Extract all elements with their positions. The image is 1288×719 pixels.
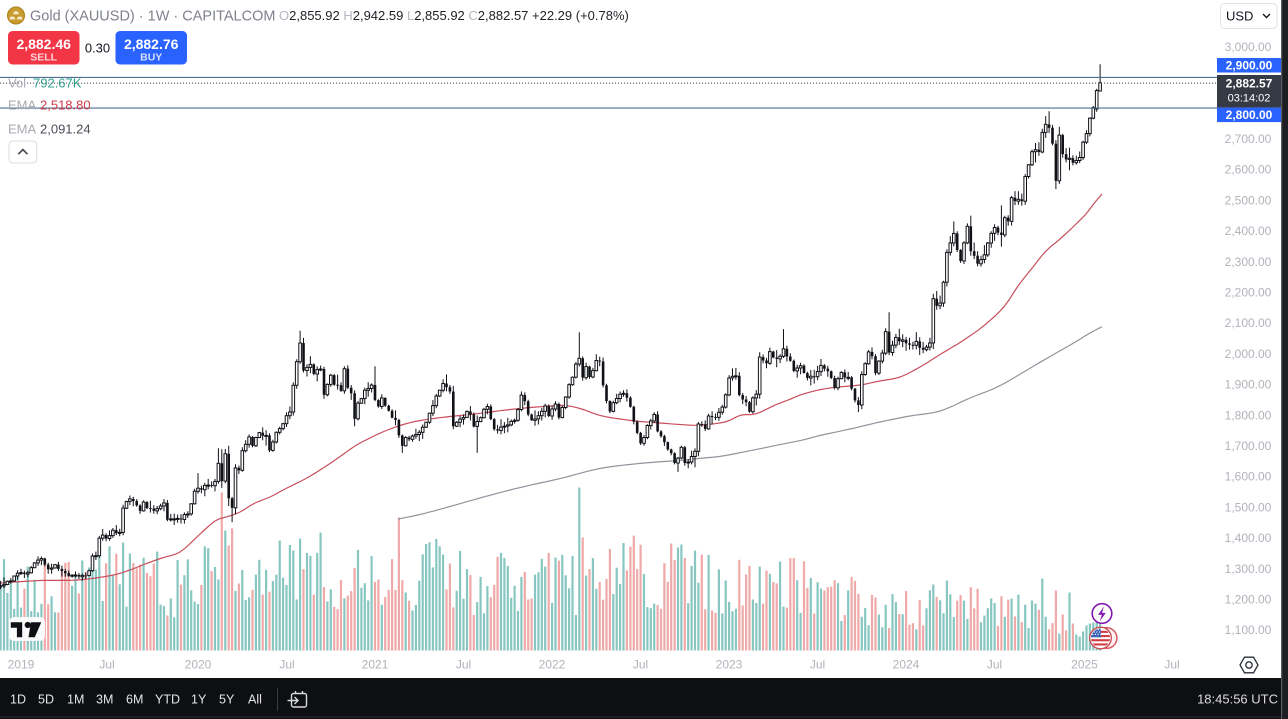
svg-text:2,800.00: 2,800.00 <box>1226 108 1273 122</box>
svg-text:2,500.00: 2,500.00 <box>1225 193 1272 207</box>
svg-text:2,700.00: 2,700.00 <box>1225 132 1272 146</box>
svg-text:2,100.00: 2,100.00 <box>1225 316 1272 330</box>
svg-text:SELL: SELL <box>30 52 57 64</box>
svg-text:3,000.00: 3,000.00 <box>1225 40 1272 54</box>
svg-text:2,882.57: 2,882.57 <box>1226 77 1273 91</box>
svg-text:2,400.00: 2,400.00 <box>1225 224 1272 238</box>
svg-text:Jul: Jul <box>987 658 1002 672</box>
svg-text:1M: 1M <box>67 693 84 707</box>
svg-text:2022: 2022 <box>539 658 566 672</box>
svg-text:2023: 2023 <box>716 658 743 672</box>
svg-text:Jul: Jul <box>810 658 825 672</box>
svg-text:1,100.00: 1,100.00 <box>1225 623 1272 637</box>
svg-text:O2,855.92 H2,942.59 L2,855.9: O2,855.92 H2,942.59 L2,855.92 C2,882.57 … <box>279 8 629 23</box>
svg-text:1Y: 1Y <box>191 693 207 707</box>
svg-text:2019: 2019 <box>8 658 35 672</box>
svg-text:2,882.46: 2,882.46 <box>16 36 71 52</box>
svg-text:2,000.00: 2,000.00 <box>1225 347 1272 361</box>
svg-text:2,900.00: 2,900.00 <box>1226 59 1273 73</box>
svg-text:Jul: Jul <box>279 658 294 672</box>
svg-text:2,300.00: 2,300.00 <box>1225 255 1272 269</box>
svg-text:2,882.76: 2,882.76 <box>124 36 179 52</box>
svg-text:Jul: Jul <box>456 658 471 672</box>
svg-text:Jul: Jul <box>633 658 648 672</box>
svg-text:All: All <box>248 693 262 707</box>
svg-text:5Y: 5Y <box>219 693 235 707</box>
svg-text:2,200.00: 2,200.00 <box>1225 286 1272 300</box>
svg-text:2024: 2024 <box>893 658 920 672</box>
svg-text:2025: 2025 <box>1071 658 1098 672</box>
svg-text:3M: 3M <box>96 693 113 707</box>
svg-text:18:45:56 UTC: 18:45:56 UTC <box>1197 692 1278 707</box>
svg-text:1,200.00: 1,200.00 <box>1225 593 1272 607</box>
svg-text:1,900.00: 1,900.00 <box>1225 378 1272 392</box>
svg-text:03:14:02: 03:14:02 <box>1228 93 1271 105</box>
svg-text:6M: 6M <box>126 693 143 707</box>
svg-text:5D: 5D <box>38 693 54 707</box>
svg-text:BUY: BUY <box>140 52 162 64</box>
svg-text:USD: USD <box>1226 9 1253 24</box>
svg-text:1,400.00: 1,400.00 <box>1225 531 1272 545</box>
svg-text:Gold (XAUUSD) · 1W · CAPITALCO: Gold (XAUUSD) · 1W · CAPITALCOM <box>30 9 275 25</box>
svg-text:Jul: Jul <box>99 658 114 672</box>
svg-text:1,300.00: 1,300.00 <box>1225 562 1272 576</box>
svg-text:Jul: Jul <box>1164 658 1179 672</box>
svg-text:0.30: 0.30 <box>85 41 110 56</box>
svg-text:1,600.00: 1,600.00 <box>1225 470 1272 484</box>
svg-text:1D: 1D <box>10 693 26 707</box>
svg-text:1,800.00: 1,800.00 <box>1225 408 1272 422</box>
svg-text:1,700.00: 1,700.00 <box>1225 439 1272 453</box>
svg-text:2021: 2021 <box>362 658 389 672</box>
svg-text:2020: 2020 <box>185 658 212 672</box>
svg-text:YTD: YTD <box>155 693 180 707</box>
svg-text:2,600.00: 2,600.00 <box>1225 163 1272 177</box>
svg-text:1,500.00: 1,500.00 <box>1225 500 1272 514</box>
